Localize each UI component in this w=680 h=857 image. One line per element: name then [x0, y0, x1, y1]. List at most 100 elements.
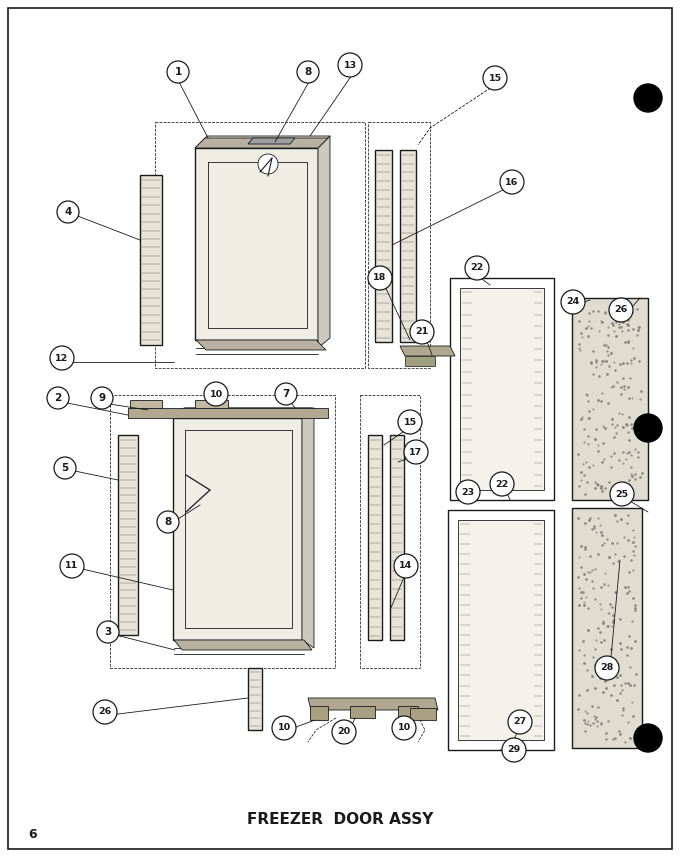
Text: 13: 13 — [343, 61, 356, 69]
Polygon shape — [248, 138, 295, 144]
Text: 10: 10 — [209, 389, 222, 399]
Polygon shape — [350, 706, 375, 718]
Text: 27: 27 — [513, 717, 526, 727]
Polygon shape — [195, 400, 228, 408]
Circle shape — [47, 387, 69, 409]
Text: 18: 18 — [373, 273, 387, 283]
Text: 22: 22 — [471, 263, 483, 273]
Polygon shape — [196, 340, 326, 350]
Polygon shape — [368, 435, 382, 640]
Polygon shape — [308, 698, 438, 710]
Text: 8: 8 — [305, 67, 311, 77]
Polygon shape — [128, 408, 328, 418]
Polygon shape — [173, 408, 314, 418]
Polygon shape — [118, 435, 138, 635]
Polygon shape — [318, 136, 330, 348]
Text: 5: 5 — [61, 463, 69, 473]
Polygon shape — [410, 708, 436, 720]
Text: 10: 10 — [277, 723, 290, 733]
Circle shape — [410, 320, 434, 344]
Circle shape — [508, 710, 532, 734]
Circle shape — [634, 84, 662, 112]
Polygon shape — [310, 706, 328, 720]
Circle shape — [465, 256, 489, 280]
Text: 14: 14 — [399, 561, 413, 571]
Polygon shape — [130, 400, 162, 408]
Text: 29: 29 — [507, 746, 521, 754]
Circle shape — [610, 482, 634, 506]
Circle shape — [57, 201, 79, 223]
Text: 9: 9 — [99, 393, 105, 403]
Circle shape — [394, 554, 418, 578]
Text: 4: 4 — [65, 207, 71, 217]
Polygon shape — [400, 150, 416, 342]
Text: 7: 7 — [282, 389, 290, 399]
Circle shape — [404, 440, 428, 464]
Circle shape — [50, 346, 74, 370]
Polygon shape — [302, 408, 314, 648]
Text: 12: 12 — [55, 353, 69, 363]
Circle shape — [258, 154, 278, 174]
Polygon shape — [400, 346, 455, 356]
Text: 6: 6 — [28, 829, 37, 842]
Text: 2: 2 — [54, 393, 62, 403]
Text: FREEZER  DOOR ASSY: FREEZER DOOR ASSY — [247, 812, 433, 826]
Text: 22: 22 — [495, 480, 509, 488]
Polygon shape — [195, 138, 328, 148]
Text: 26: 26 — [614, 305, 628, 315]
Polygon shape — [572, 298, 648, 500]
Polygon shape — [450, 278, 554, 500]
Circle shape — [392, 716, 416, 740]
Circle shape — [595, 656, 619, 680]
Circle shape — [490, 472, 514, 496]
Circle shape — [502, 738, 526, 762]
Text: 15: 15 — [488, 74, 502, 82]
Circle shape — [456, 480, 480, 504]
Circle shape — [500, 170, 524, 194]
Circle shape — [167, 61, 189, 83]
Circle shape — [609, 298, 633, 322]
Circle shape — [204, 382, 228, 406]
Polygon shape — [405, 356, 435, 366]
Polygon shape — [195, 136, 330, 148]
Text: 11: 11 — [65, 561, 79, 571]
Circle shape — [634, 724, 662, 752]
Text: 3: 3 — [104, 627, 112, 637]
Circle shape — [398, 410, 422, 434]
Text: 10: 10 — [397, 723, 411, 733]
Circle shape — [275, 383, 297, 405]
Text: 15: 15 — [403, 417, 417, 427]
Circle shape — [272, 716, 296, 740]
Polygon shape — [140, 175, 162, 345]
Text: 17: 17 — [409, 447, 423, 457]
Circle shape — [332, 720, 356, 744]
Text: 25: 25 — [615, 489, 628, 499]
Circle shape — [54, 457, 76, 479]
Polygon shape — [390, 435, 404, 640]
Polygon shape — [174, 640, 312, 650]
Text: 28: 28 — [600, 663, 613, 673]
Text: 23: 23 — [462, 488, 475, 496]
Polygon shape — [572, 508, 642, 748]
Text: 16: 16 — [505, 177, 519, 187]
Circle shape — [97, 621, 119, 643]
Circle shape — [634, 414, 662, 442]
Circle shape — [338, 53, 362, 77]
Polygon shape — [375, 150, 392, 342]
Circle shape — [93, 700, 117, 724]
Text: 21: 21 — [415, 327, 428, 337]
Polygon shape — [195, 148, 318, 340]
Text: 26: 26 — [99, 708, 112, 716]
Text: 24: 24 — [566, 297, 579, 307]
Polygon shape — [460, 288, 544, 490]
Polygon shape — [173, 418, 302, 640]
Polygon shape — [398, 706, 418, 718]
Circle shape — [368, 266, 392, 290]
Circle shape — [297, 61, 319, 83]
Circle shape — [157, 511, 179, 533]
Polygon shape — [248, 668, 262, 730]
Text: 1: 1 — [174, 67, 182, 77]
Polygon shape — [448, 510, 554, 750]
Circle shape — [483, 66, 507, 90]
Polygon shape — [458, 520, 544, 740]
